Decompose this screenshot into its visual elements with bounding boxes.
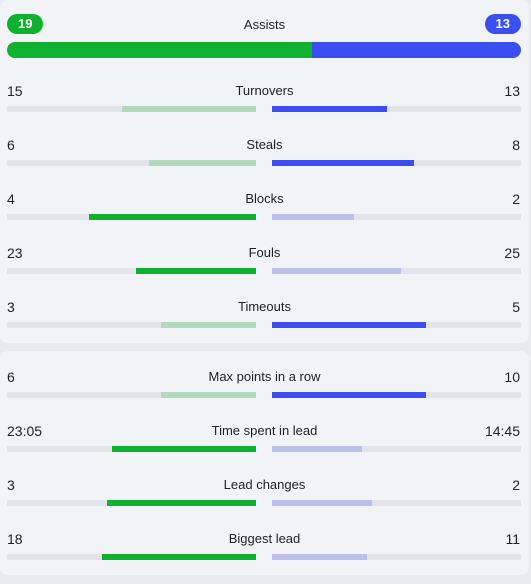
- away-bar-timeouts: [272, 322, 427, 328]
- away-value-blocks: 2: [512, 191, 520, 207]
- home-bar-steals: [148, 160, 256, 166]
- stat-label-lead-changes: Lead changes: [223, 477, 306, 492]
- home-assists-badge: 19: [7, 14, 44, 34]
- home-value-timeouts: 3: [7, 299, 15, 315]
- home-bar-timeouts: [161, 322, 256, 328]
- stat-row-steals: 6 Steals 8: [0, 136, 529, 176]
- home-track-steals: [7, 160, 256, 166]
- stat-row-biggest-lead: 18 Biggest lead 11: [0, 530, 529, 570]
- stat-label-max-points-in-a-row: Max points in a row: [208, 369, 321, 384]
- assists-header: 19 Assists 13: [0, 14, 529, 36]
- away-track-blocks: [272, 214, 521, 220]
- away-value-biggest-lead: 11: [505, 531, 520, 547]
- home-value-biggest-lead: 18: [7, 531, 23, 547]
- assists-away-fill: [312, 42, 521, 58]
- stat-row-blocks: 4 Blocks 2: [0, 190, 529, 230]
- away-track-biggest-lead: [272, 554, 521, 560]
- home-value-time-spent-in-lead: 23:05: [7, 423, 43, 439]
- away-value-turnovers: 13: [504, 83, 520, 99]
- home-track-blocks: [7, 214, 256, 220]
- assists-home-fill: [7, 42, 313, 58]
- stat-label-blocks: Blocks: [245, 191, 284, 206]
- away-bar-max-points-in-a-row: [272, 392, 427, 398]
- home-value-steals: 6: [7, 137, 15, 153]
- stat-row-max-points-in-a-row: 6 Max points in a row 10: [0, 368, 529, 408]
- away-track-max-points-in-a-row: [272, 392, 521, 398]
- stat-row-time-spent-in-lead: 23:05 Time spent in lead 14:45: [0, 422, 529, 462]
- stat-row-lead-changes: 3 Lead changes 2: [0, 476, 529, 516]
- assists-comparison-bar: [7, 42, 521, 58]
- away-track-turnovers: [272, 106, 521, 112]
- stats-card-secondary: 6 Max points in a row 10 23:05 Time spent in…: [0, 351, 529, 575]
- away-value-time-spent-in-lead: 14:45: [484, 423, 520, 439]
- stat-row-fouls: 23 Fouls 25: [0, 244, 529, 284]
- away-bar-lead-changes: [272, 500, 372, 506]
- home-bar-max-points-in-a-row: [161, 392, 256, 398]
- home-track-time-spent-in-lead: [7, 446, 256, 452]
- home-bar-fouls: [136, 268, 256, 274]
- stat-row-timeouts: 3 Timeouts 5: [0, 298, 529, 338]
- home-track-max-points-in-a-row: [7, 392, 256, 398]
- away-bar-blocks: [272, 214, 355, 220]
- home-track-fouls: [7, 268, 256, 274]
- home-track-turnovers: [7, 106, 256, 112]
- away-assists-badge: 13: [484, 14, 521, 34]
- home-value-fouls: 23: [7, 245, 23, 261]
- stat-label-timeouts: Timeouts: [238, 299, 291, 314]
- away-bar-turnovers: [272, 106, 387, 112]
- away-value-lead-changes: 2: [512, 477, 520, 493]
- home-bar-turnovers: [121, 106, 256, 112]
- away-track-lead-changes: [272, 500, 521, 506]
- away-bar-time-spent-in-lead: [272, 446, 362, 452]
- stat-label-biggest-lead: Biggest lead: [228, 531, 301, 546]
- home-value-blocks: 4: [7, 191, 15, 207]
- away-value-steals: 8: [512, 137, 520, 153]
- assists-label: Assists: [243, 17, 286, 32]
- stat-label-turnovers: Turnovers: [235, 83, 294, 98]
- away-bar-biggest-lead: [272, 554, 367, 560]
- home-bar-blocks: [89, 214, 256, 220]
- away-track-timeouts: [272, 322, 521, 328]
- home-bar-lead-changes: [106, 500, 256, 506]
- home-track-timeouts: [7, 322, 256, 328]
- away-track-steals: [272, 160, 521, 166]
- home-track-lead-changes: [7, 500, 256, 506]
- home-value-turnovers: 15: [7, 83, 23, 99]
- away-value-fouls: 25: [504, 245, 520, 261]
- stat-row-turnovers: 15 Turnovers 13: [0, 82, 529, 122]
- away-value-max-points-in-a-row: 10: [504, 369, 520, 385]
- home-track-biggest-lead: [7, 554, 256, 560]
- away-value-timeouts: 5: [512, 299, 520, 315]
- home-bar-time-spent-in-lead: [111, 446, 256, 452]
- home-value-lead-changes: 3: [7, 477, 15, 493]
- home-value-max-points-in-a-row: 6: [7, 369, 15, 385]
- stat-label-steals: Steals: [246, 137, 283, 152]
- stat-label-time-spent-in-lead: Time spent in lead: [211, 423, 318, 438]
- away-track-fouls: [272, 268, 521, 274]
- stat-label-fouls: Fouls: [248, 245, 281, 260]
- away-track-time-spent-in-lead: [272, 446, 521, 452]
- stats-card-primary: 19 Assists 13 15 Turnovers 13 6 Steals 8 4 Bloc…: [0, 14, 529, 338]
- away-bar-steals: [272, 160, 414, 166]
- home-bar-biggest-lead: [101, 554, 256, 560]
- away-bar-fouls: [272, 268, 402, 274]
